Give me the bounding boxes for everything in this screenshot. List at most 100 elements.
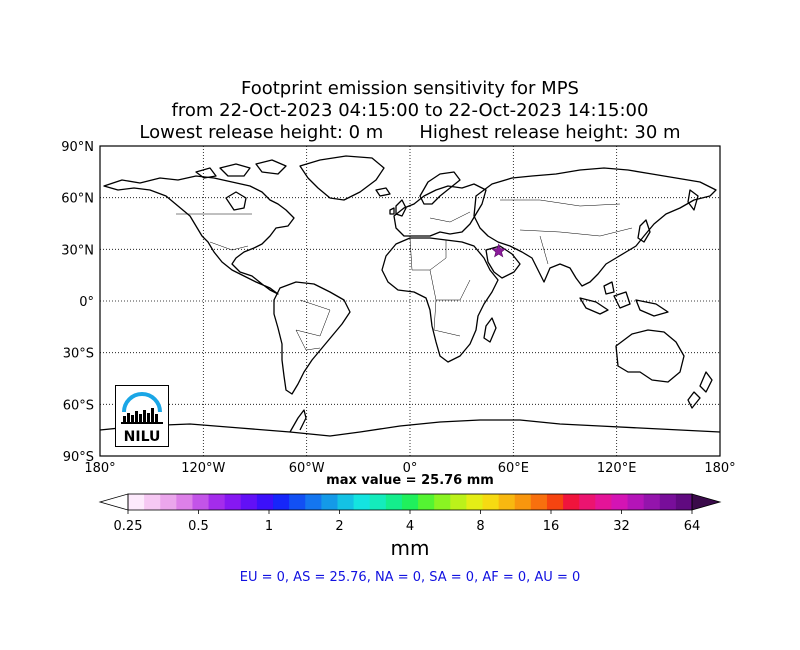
colorbar-tick-label: 8 (476, 519, 484, 534)
colorbar-cell (643, 494, 661, 510)
colorbar-tick-label: 0.5 (188, 519, 209, 534)
scandinavia-outline (419, 171, 461, 205)
colorbar-tick-label: 1 (265, 519, 273, 534)
colorbar-cell (401, 494, 419, 510)
latitude-tick-label: 90°N (61, 140, 94, 155)
colorbar-cell (256, 494, 274, 510)
lowest-release-height: Lowest release height: 0 m (139, 122, 384, 143)
longitude-labels: 180° 120°W 60°W 0° 60°E 120°E 180° (84, 461, 735, 476)
colorbar-cell (176, 494, 193, 510)
colorbar-cell (240, 494, 258, 510)
antarctic-peninsula (289, 409, 307, 433)
colorbar-cell (305, 494, 322, 510)
release-site-star (491, 243, 507, 258)
colorbar-cell (321, 494, 338, 510)
africa-outline (381, 237, 499, 363)
north-america-outline (103, 175, 295, 295)
colorbar-cell (514, 494, 532, 510)
hudson-bay-outline (225, 191, 247, 211)
colorbar-tick-label: 32 (613, 519, 630, 534)
kamchatka-outline (687, 189, 699, 211)
longitude-tick-label: 120°E (597, 461, 637, 476)
colorbar-cell (434, 494, 451, 510)
plot-title-line3: Lowest release height: 0 m Highest releas… (10, 122, 800, 144)
colorbar-cell (337, 494, 355, 510)
latitude-tick-label: 30°S (63, 347, 94, 362)
nilu-logo-text: NILU (123, 429, 161, 445)
colorbar-cell (579, 494, 596, 510)
colorbar-low-extension (98, 493, 129, 511)
colorbar-tick-label: 16 (543, 519, 560, 534)
asia-outline (473, 167, 717, 287)
iceland-outline (375, 187, 391, 197)
colorbar-high-extension (691, 493, 722, 511)
latitude-tick-label: 60°S (63, 398, 94, 413)
latitude-tick-label: 60°N (61, 192, 94, 207)
colorbar-cell (675, 494, 693, 510)
region-statistics: EU = 0, AS = 25.76, NA = 0, SA = 0, AF =… (239, 570, 581, 585)
new-zealand-outline (687, 371, 713, 409)
colorbar-cell (611, 494, 629, 510)
colorbar-cell (224, 494, 242, 510)
southeast-asia-islands (579, 281, 669, 317)
colorbar-ticks: 0.25 0.5 1 2 4 8 16 32 64 (114, 510, 701, 534)
colorbar-tick-label: 2 (335, 519, 343, 534)
colorbar-unit-label: mm (390, 536, 430, 560)
colorbar-cell (627, 494, 645, 510)
colorbar-tick-label: 4 (406, 519, 414, 534)
nilu-logo: NILU (115, 385, 169, 447)
plot-title-line1: Footprint emission sensitivity for MPS (241, 78, 579, 99)
map-frame (99, 145, 721, 457)
colorbar-cell (128, 494, 145, 510)
arctic-islands (195, 159, 287, 179)
colorbar-cell (466, 494, 484, 510)
colorbar-cell (530, 494, 548, 510)
longitude-tick-label: 60°E (498, 461, 529, 476)
plot-title-line2: from 22-Oct-2023 04:15:00 to 22-Oct-2023… (171, 100, 649, 121)
colorbar-cell (546, 494, 564, 510)
longitude-tick-label: 180° (704, 461, 735, 476)
colorbar-tick-label: 0.25 (114, 519, 143, 534)
colorbar-cell (659, 494, 677, 510)
colorbar-cell (595, 494, 612, 510)
country-borders (176, 199, 633, 351)
latitude-labels: 90°N 60°N 30°N 0° 30°S 60°S 90°S (61, 140, 94, 465)
colorbar-tick-label: 64 (684, 519, 701, 534)
longitude-tick-label: 120°W (181, 461, 225, 476)
colorbar-cell (192, 494, 210, 510)
british-isles (389, 199, 407, 217)
south-america-outline (273, 281, 351, 395)
colorbar-cell (563, 494, 580, 510)
australia-outline (615, 329, 685, 383)
latitude-tick-label: 90°S (63, 450, 94, 465)
colorbar-cell (289, 494, 306, 510)
colorbar-cells (98, 493, 722, 511)
europe-outline (393, 183, 487, 237)
colorbar-cell (273, 494, 290, 510)
release-site-star-icon (491, 243, 507, 258)
nilu-logo-icon (121, 392, 163, 424)
colorbar: 0.25 0.5 1 2 4 8 16 32 64 (98, 493, 722, 534)
colorbar-cell (353, 494, 371, 510)
highest-release-height: Highest release height: 30 m (419, 122, 681, 143)
colorbar-cell (418, 494, 435, 510)
longitude-tick-label: 0° (403, 461, 418, 476)
colorbar-cell (369, 494, 387, 510)
latitude-tick-label: 30°N (61, 243, 94, 258)
latitude-tick-label: 0° (79, 295, 94, 310)
colorbar-cell (144, 494, 161, 510)
colorbar-cell (450, 494, 467, 510)
colorbar-cell (208, 494, 226, 510)
world-map: 90°N 60°N 30°N 0° 30°S 60°S 90°S 180° 120°W 60°W… (61, 140, 735, 476)
colorbar-cell (482, 494, 500, 510)
longitude-tick-label: 180° (84, 461, 115, 476)
colorbar-cell (498, 494, 516, 510)
antarctica-outline (99, 419, 721, 437)
madagascar-outline (483, 317, 497, 343)
longitude-tick-label: 60°W (289, 461, 325, 476)
greenland-outline (299, 155, 385, 201)
japan-outline (637, 219, 651, 243)
colorbar-cell (160, 494, 177, 510)
colorbar-cell (385, 494, 403, 510)
max-value-label: max value = 25.76 mm (326, 473, 494, 488)
